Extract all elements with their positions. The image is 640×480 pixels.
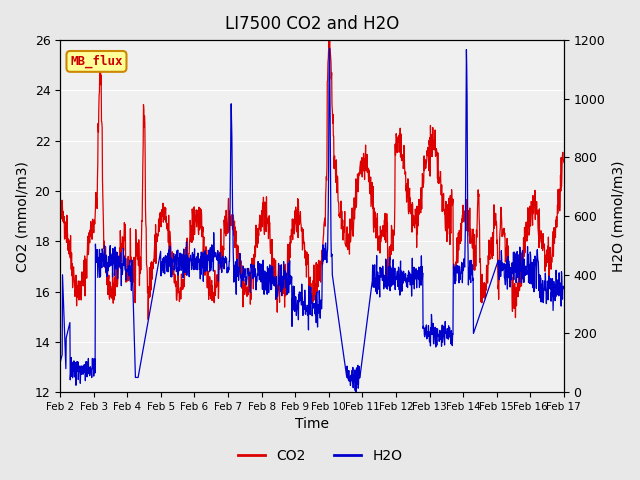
Y-axis label: CO2 (mmol/m3): CO2 (mmol/m3) bbox=[15, 161, 29, 272]
Y-axis label: H2O (mmol/m3): H2O (mmol/m3) bbox=[611, 160, 625, 272]
X-axis label: Time: Time bbox=[295, 418, 329, 432]
Title: LI7500 CO2 and H2O: LI7500 CO2 and H2O bbox=[225, 15, 399, 33]
Text: MB_flux: MB_flux bbox=[70, 55, 123, 68]
Legend: CO2, H2O: CO2, H2O bbox=[232, 443, 408, 468]
